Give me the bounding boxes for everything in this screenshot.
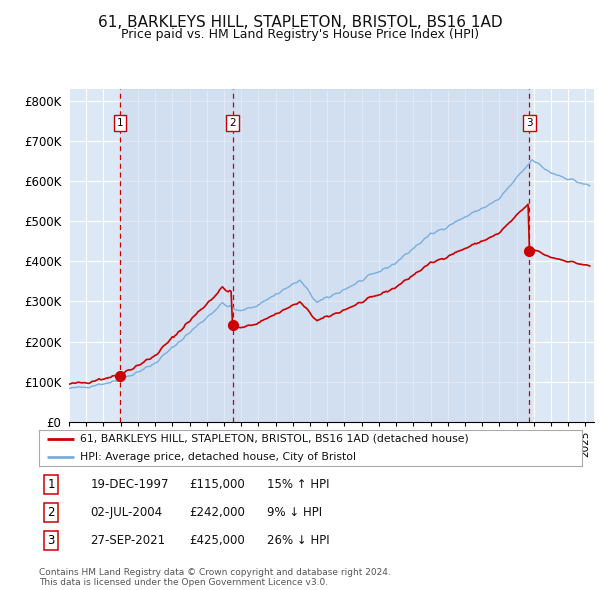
Text: 2: 2 <box>229 117 236 127</box>
Text: 61, BARKLEYS HILL, STAPLETON, BRISTOL, BS16 1AD (detached house): 61, BARKLEYS HILL, STAPLETON, BRISTOL, B… <box>80 434 469 444</box>
Text: 15% ↑ HPI: 15% ↑ HPI <box>267 478 329 491</box>
Text: Price paid vs. HM Land Registry's House Price Index (HPI): Price paid vs. HM Land Registry's House … <box>121 28 479 41</box>
Text: 1: 1 <box>117 117 124 127</box>
Text: 9% ↓ HPI: 9% ↓ HPI <box>267 506 322 519</box>
Bar <box>120 88 233 422</box>
Text: Contains HM Land Registry data © Crown copyright and database right 2024.: Contains HM Land Registry data © Crown c… <box>39 568 391 576</box>
Text: £242,000: £242,000 <box>190 506 245 519</box>
Text: £115,000: £115,000 <box>190 478 245 491</box>
Text: 26% ↓ HPI: 26% ↓ HPI <box>267 533 329 546</box>
Text: 61, BARKLEYS HILL, STAPLETON, BRISTOL, BS16 1AD: 61, BARKLEYS HILL, STAPLETON, BRISTOL, B… <box>98 15 502 30</box>
Text: £425,000: £425,000 <box>190 533 245 546</box>
Text: 3: 3 <box>526 117 533 127</box>
Text: 2: 2 <box>47 506 55 519</box>
Text: This data is licensed under the Open Government Licence v3.0.: This data is licensed under the Open Gov… <box>39 578 328 587</box>
Bar <box>233 88 529 422</box>
Text: 3: 3 <box>47 533 55 546</box>
Text: 1: 1 <box>47 478 55 491</box>
Text: 02-JUL-2004: 02-JUL-2004 <box>91 506 163 519</box>
Text: HPI: Average price, detached house, City of Bristol: HPI: Average price, detached house, City… <box>80 452 356 462</box>
Text: 19-DEC-1997: 19-DEC-1997 <box>91 478 169 491</box>
Text: 27-SEP-2021: 27-SEP-2021 <box>91 533 166 546</box>
